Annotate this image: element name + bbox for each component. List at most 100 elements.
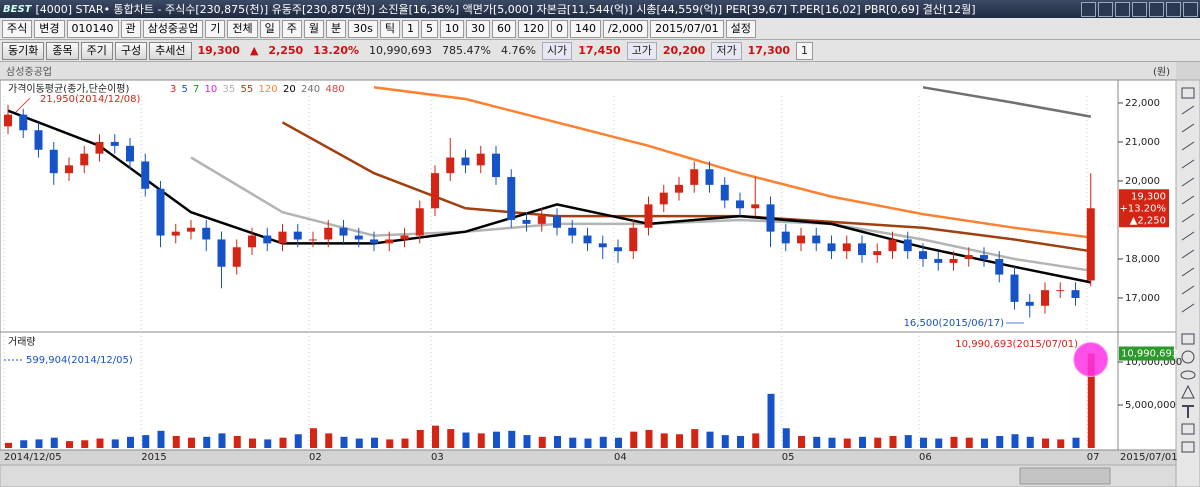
info-high-label: 고가 (626, 41, 657, 60)
candle-body (934, 258, 943, 263)
tool-icon[interactable] (1181, 350, 1195, 364)
tool-icon[interactable] (1181, 87, 1195, 99)
candle-body (842, 243, 851, 252)
volume-bar (355, 438, 363, 448)
info-button[interactable]: 추세선 (149, 41, 192, 60)
btn[interactable] (1132, 2, 1147, 17)
tool-icon[interactable] (1181, 141, 1195, 151)
tool-icon[interactable] (1181, 249, 1195, 259)
btn[interactable] (1098, 2, 1113, 17)
tool-icon[interactable] (1181, 213, 1195, 223)
btn[interactable] (1166, 2, 1181, 17)
info-button[interactable]: 주기 (80, 41, 113, 60)
tool-icon[interactable] (1181, 423, 1195, 435)
info-count[interactable]: 1 (796, 41, 814, 60)
toolbar-item[interactable]: 틱 (379, 19, 400, 38)
toolbar-item[interactable]: 120 (517, 19, 549, 38)
toolbar-item[interactable]: 5 (420, 19, 438, 38)
toolbar-item[interactable]: 전체 (227, 19, 258, 38)
toolbar-item[interactable]: 변경 (34, 19, 65, 38)
volume-bar (249, 438, 256, 448)
tool-icon[interactable] (1181, 231, 1195, 241)
btn[interactable] (1081, 2, 1096, 17)
btn[interactable] (1149, 2, 1164, 17)
toolbar-item[interactable]: 60 (491, 19, 516, 38)
toolbar-item[interactable]: 30 (465, 19, 490, 38)
volume-bar (340, 436, 348, 448)
volume-bar (904, 435, 912, 448)
btn[interactable] (1115, 2, 1130, 17)
toolbar: 주식 변경 010140 관 삼성중공업 기 전체 일 주 월 분 30s 틱 1 5 10 30 60 120 0 1… (0, 18, 1200, 40)
candle-body (583, 235, 592, 244)
info-open-label: 시가 (541, 41, 573, 60)
candle-body (629, 227, 638, 252)
volume-bar (920, 437, 927, 448)
candle-body (370, 239, 378, 244)
toolbar-item[interactable]: 30s (348, 19, 378, 38)
y-tick-label: 5,000,000 (1125, 400, 1176, 411)
tool-icon[interactable] (1181, 159, 1195, 169)
candle-body (873, 251, 882, 256)
toolbar-item[interactable]: 관 (120, 19, 141, 38)
volume-bar (416, 429, 424, 448)
x-tick-label: 04 (614, 452, 627, 463)
tool-icon[interactable] (1181, 105, 1195, 115)
ma-legend-item: 35 (223, 84, 236, 95)
toolbar-item[interactable]: 주 (281, 19, 302, 38)
volume-bar (798, 435, 805, 448)
x-tick-label: 06 (919, 452, 932, 463)
tool-icon[interactable] (1181, 195, 1195, 205)
toolbar-item[interactable]: 월 (303, 19, 324, 38)
volume-bar (843, 438, 851, 448)
low-annotation: 16,500(2015/06/17) (904, 318, 1005, 329)
info-button[interactable]: 구성 (114, 41, 148, 60)
candle-body (187, 227, 195, 232)
toolbar-item[interactable]: 1 (401, 19, 419, 38)
toolbar-item[interactable]: 주식 (2, 19, 33, 38)
tool-icon[interactable] (1181, 285, 1195, 295)
candle-body (781, 231, 790, 244)
candle-body (354, 235, 363, 240)
toolbar-item[interactable]: 설정 (725, 19, 756, 38)
candle-body (995, 258, 1004, 275)
toolbar-item[interactable]: 기 (205, 19, 226, 38)
btn[interactable] (1183, 2, 1198, 17)
candle-body (766, 204, 775, 232)
candle-body (293, 231, 302, 240)
toolbar-item[interactable]: 일 (259, 19, 280, 38)
toolbar-item[interactable]: 10 (439, 19, 464, 38)
scrollbar[interactable] (0, 464, 1177, 487)
toolbar-item[interactable]: /2,000 (602, 19, 649, 38)
info-button[interactable]: 동기화 (2, 41, 45, 60)
tool-icon[interactable] (1181, 441, 1195, 453)
toolbar-item[interactable]: 삼성중공업 (142, 19, 204, 38)
tool-icon[interactable] (1182, 405, 1194, 418)
tool-icon[interactable] (1181, 333, 1195, 345)
candle-body (80, 153, 89, 166)
info-button[interactable]: 종목 (46, 41, 79, 60)
volume-bar (935, 438, 943, 448)
tool-icon[interactable] (1180, 370, 1196, 380)
tool-icon[interactable] (1181, 123, 1195, 133)
ma-legend-item: 55 (241, 84, 254, 95)
candle-body (598, 243, 607, 248)
candle-body (980, 255, 988, 259)
tool-icon[interactable] (1181, 267, 1195, 277)
volume-bar (371, 437, 378, 448)
tool-icon[interactable] (1181, 384, 1195, 399)
volume-bar (203, 436, 211, 448)
scroll-thumb[interactable] (1019, 467, 1111, 485)
candle-body (644, 204, 653, 228)
toolbar-item[interactable]: 010140 (66, 19, 119, 38)
toolbar-item[interactable]: 0 (550, 19, 568, 38)
window-title: [4000] STAR• 통합차트 - 주식수[230,875(천)] 유동주[… (35, 3, 976, 16)
tool-icon[interactable] (1181, 177, 1195, 187)
candle-body (949, 258, 958, 263)
volume-bar (432, 425, 439, 448)
candle-body (1041, 290, 1049, 306)
toolbar-item[interactable]: 140 (569, 19, 601, 38)
toolbar-item[interactable]: 2015/07/01 (650, 19, 724, 38)
tool-icon[interactable] (1181, 303, 1195, 313)
toolbar-item[interactable]: 분 (325, 19, 347, 38)
x-tick-label: 07 (1087, 452, 1100, 463)
